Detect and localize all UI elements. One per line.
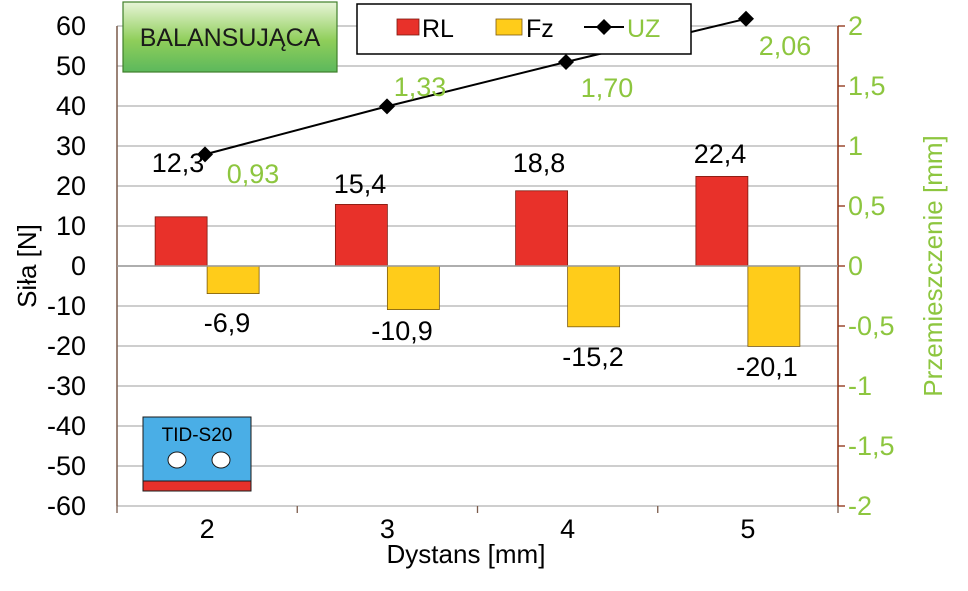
data-label-rl: 22,4 bbox=[694, 139, 747, 169]
y2-tick-label: 0 bbox=[848, 251, 863, 281]
data-label-uz: 0,93 bbox=[227, 159, 280, 189]
y-tick-label: -40 bbox=[47, 411, 86, 441]
bar-fz bbox=[747, 265, 801, 347]
data-label-fz: -15,2 bbox=[562, 342, 624, 372]
y-tick-label: -30 bbox=[47, 371, 86, 401]
data-label-rl: 18,8 bbox=[513, 148, 566, 178]
inset-label: TID-S20 bbox=[162, 425, 233, 446]
inset-stripe bbox=[142, 480, 252, 492]
y2-tick-label: -0,5 bbox=[848, 311, 895, 341]
bar-rl bbox=[334, 203, 388, 267]
y-tick-label: -20 bbox=[47, 331, 86, 361]
bar-fz bbox=[567, 265, 621, 328]
y-tick-label: 10 bbox=[56, 211, 86, 241]
x-tick-label: 2 bbox=[200, 514, 215, 544]
bar-rl bbox=[515, 190, 569, 267]
title-box bbox=[122, 1, 338, 73]
x-tick-label: 4 bbox=[560, 514, 575, 544]
legend-label-fz: Fz bbox=[526, 15, 554, 43]
y2-axis-title: Przemieszczenie [mm] bbox=[918, 135, 948, 397]
marker-uz bbox=[197, 146, 213, 163]
bar-fz bbox=[386, 265, 440, 310]
data-label-rl: 15,4 bbox=[334, 169, 387, 199]
y2-tick-label: 0,5 bbox=[848, 191, 886, 221]
axes: 6050403020100-10-20-30-40-50-6021,510,50… bbox=[12, 11, 948, 569]
y2-tick-label: -1 bbox=[848, 371, 872, 401]
marker-uz bbox=[558, 54, 574, 70]
data-label-rl: 12,3 bbox=[152, 148, 205, 178]
title-box-text: BALANSUJĄCA bbox=[140, 24, 321, 52]
y-tick-label: 50 bbox=[56, 51, 86, 81]
y-tick-label: -50 bbox=[47, 451, 86, 481]
y-axis-title: Siła [N] bbox=[12, 224, 42, 308]
x-tick-label: 3 bbox=[380, 514, 395, 544]
legend-swatch-fz bbox=[495, 18, 523, 36]
bar-rl bbox=[154, 216, 208, 267]
legend-box bbox=[356, 3, 692, 55]
data-label-uz: 1,33 bbox=[394, 72, 447, 102]
y-tick-label: 60 bbox=[56, 11, 86, 41]
inset-hole bbox=[167, 451, 187, 469]
legend-marker-uz bbox=[596, 19, 612, 35]
data-label-fz: -6,9 bbox=[204, 308, 251, 338]
inset-block bbox=[142, 416, 252, 482]
y-tick-label: 0 bbox=[71, 251, 86, 281]
x-tick-label: 5 bbox=[740, 514, 755, 544]
y-tick-label: -10 bbox=[47, 291, 86, 321]
y-tick-label: 30 bbox=[56, 131, 86, 161]
extras: BALANSUJĄCA RL Fz UZ TID-S20 bbox=[122, 1, 692, 492]
y2-tick-label: 1 bbox=[848, 131, 863, 161]
data-label-uz: 1,70 bbox=[581, 73, 634, 103]
legend-label-rl: RL bbox=[422, 15, 454, 43]
y2-tick-label: -2 bbox=[848, 491, 872, 521]
bar-fz bbox=[206, 265, 260, 295]
y-tick-label: -60 bbox=[47, 491, 86, 521]
data-label-fz: -20,1 bbox=[736, 352, 798, 382]
y2-tick-label: 1,5 bbox=[848, 71, 886, 101]
legend-label-uz: UZ bbox=[627, 15, 660, 43]
bars bbox=[154, 175, 801, 347]
bar-rl bbox=[695, 175, 749, 267]
data-label-fz: -10,9 bbox=[371, 316, 433, 346]
y2-tick-label: 2 bbox=[848, 11, 863, 41]
y2-tick-label: -1,5 bbox=[848, 431, 895, 461]
y-tick-label: 20 bbox=[56, 171, 86, 201]
legend-swatch-rl bbox=[396, 18, 420, 36]
x-axis-title: Dystans [mm] bbox=[387, 539, 546, 569]
marker-uz bbox=[379, 98, 395, 115]
marker-uz bbox=[738, 10, 754, 27]
data-label-uz: 2,06 bbox=[759, 31, 812, 61]
data-labels: 12,3 15,4 18,8 22,4 -6,9 -10,9 -15,2 -20,1 0,93 1… bbox=[152, 31, 812, 382]
y-tick-label: 40 bbox=[56, 91, 86, 121]
inset-hole bbox=[211, 451, 231, 469]
